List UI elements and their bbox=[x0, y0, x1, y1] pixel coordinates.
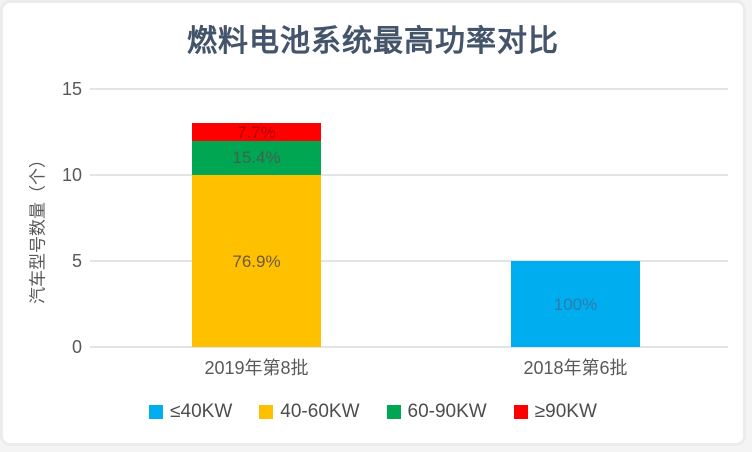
legend: ≤40KW 40-60KW 60-90KW ≥90KW bbox=[3, 401, 743, 423]
legend-label: ≥90KW bbox=[534, 401, 597, 422]
bar-2019年第8批: 76.9% 15.4% 7.7% bbox=[192, 123, 321, 347]
legend-swatch-icon bbox=[149, 405, 164, 419]
legend-swatch-icon bbox=[386, 405, 401, 419]
bar-2018年第6批: 100% bbox=[511, 261, 640, 347]
segment-data-label: 7.7% bbox=[237, 122, 276, 142]
segment-data-label: 15.4% bbox=[232, 148, 281, 168]
legend-item-40-60KW: 40-60KW bbox=[259, 401, 360, 423]
chart-title: 燃料电池系统最高功率对比 bbox=[187, 25, 559, 58]
legend-swatch-icon bbox=[513, 405, 528, 419]
bar-segment-40-60KW: 76.9% bbox=[192, 175, 321, 347]
x-tick-label-2019年第8批: 2019年第8批 bbox=[204, 358, 309, 378]
plot-area: 0 5 10 15 76.9% 15.4% 7.7% 2019年第8批 100% 2018年第6批 bbox=[62, 79, 728, 378]
legend-item-≤40KW: ≤40KW bbox=[149, 401, 232, 423]
bar-segment-≥90KW: 7.7% bbox=[192, 122, 321, 142]
legend-label: 60-90KW bbox=[407, 401, 487, 422]
segment-data-label: 100% bbox=[553, 294, 598, 314]
y-tick-label-5: 5 bbox=[71, 251, 82, 271]
segment-data-label: 76.9% bbox=[232, 251, 281, 271]
x-tick-label-2018年第6批: 2018年第6批 bbox=[523, 358, 628, 378]
gridline-y5 bbox=[90, 260, 728, 262]
legend-item-≥90KW: ≥90KW bbox=[513, 401, 597, 423]
legend-item-60-90KW: 60-90KW bbox=[386, 401, 487, 423]
gridline-y15 bbox=[90, 88, 728, 90]
legend-label: ≤40KW bbox=[170, 401, 233, 422]
legend-label: 40-60KW bbox=[280, 401, 360, 422]
y-tick-label-15: 15 bbox=[61, 79, 82, 99]
bar-segment-60-90KW: 15.4% bbox=[192, 140, 321, 175]
bar-segment-≤40KW: 100% bbox=[511, 261, 640, 347]
y-tick-label-10: 10 bbox=[61, 165, 82, 185]
y-tick-label-0: 0 bbox=[71, 337, 82, 357]
gridline-y0 bbox=[90, 346, 728, 348]
legend-swatch-icon bbox=[259, 405, 274, 419]
chart-card: 燃料电池系统最高功率对比 汽车型号数量（个） 0 5 10 15 76.9% 15.4% 7… bbox=[0, 0, 746, 446]
gridline-y10 bbox=[90, 174, 728, 176]
